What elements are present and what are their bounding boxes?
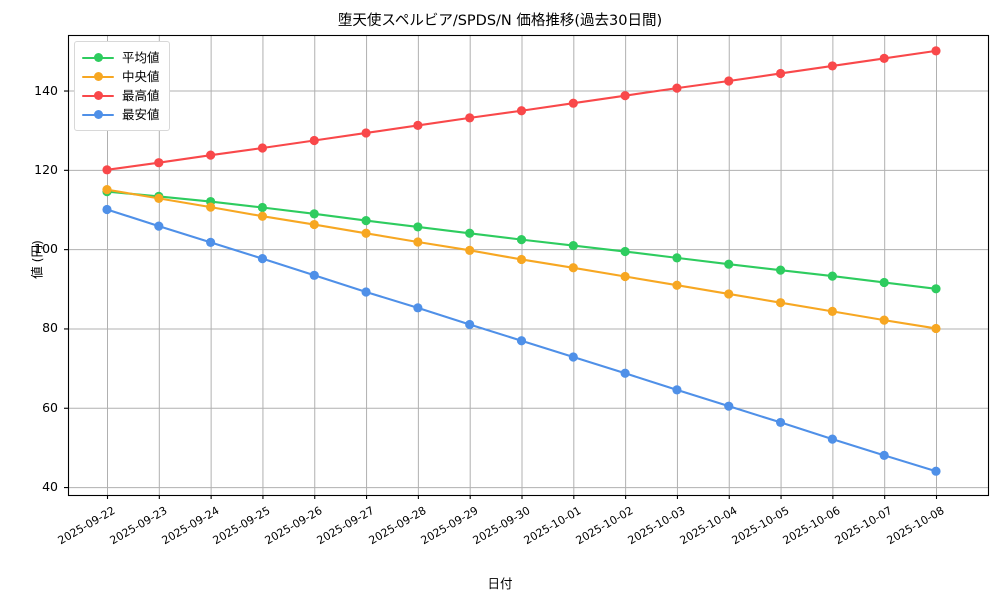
chart-title: 堕天使スペルビア/SPDS/N 価格推移(過去30日間) bbox=[337, 13, 663, 29]
legend-swatch-icon bbox=[82, 70, 114, 84]
y-tick-label: 140 bbox=[34, 82, 58, 98]
axes-frame bbox=[67, 34, 990, 497]
legend-label: 中央値 bbox=[122, 68, 160, 84]
legend-swatch-icon bbox=[82, 108, 114, 122]
legend-item-4[interactable]: 最安値 bbox=[82, 105, 160, 124]
legend-label: 平均値 bbox=[122, 49, 160, 65]
legend-swatch-icon bbox=[82, 51, 114, 65]
axis-ticks bbox=[64, 90, 938, 499]
legend-label: 最高値 bbox=[122, 87, 160, 103]
legend-label: 最安値 bbox=[122, 106, 160, 122]
legend-item-2[interactable]: 中央値 bbox=[82, 67, 160, 86]
y-tick-label: 100 bbox=[34, 241, 58, 257]
grid-lines bbox=[68, 35, 988, 495]
y-tick-label: 40 bbox=[42, 479, 58, 495]
y-tick-label: 80 bbox=[42, 320, 58, 336]
y-tick-label: 120 bbox=[34, 161, 58, 177]
legend-item-3[interactable]: 最高値 bbox=[82, 86, 160, 105]
series-lines bbox=[102, 46, 941, 476]
chart-legend: 平均値中央値最高値最安値 bbox=[74, 41, 170, 131]
x-axis-label: 日付 bbox=[487, 576, 513, 591]
legend-swatch-icon bbox=[82, 89, 114, 103]
y-tick-label: 60 bbox=[42, 399, 58, 415]
legend-item-1[interactable]: 平均値 bbox=[82, 48, 160, 67]
